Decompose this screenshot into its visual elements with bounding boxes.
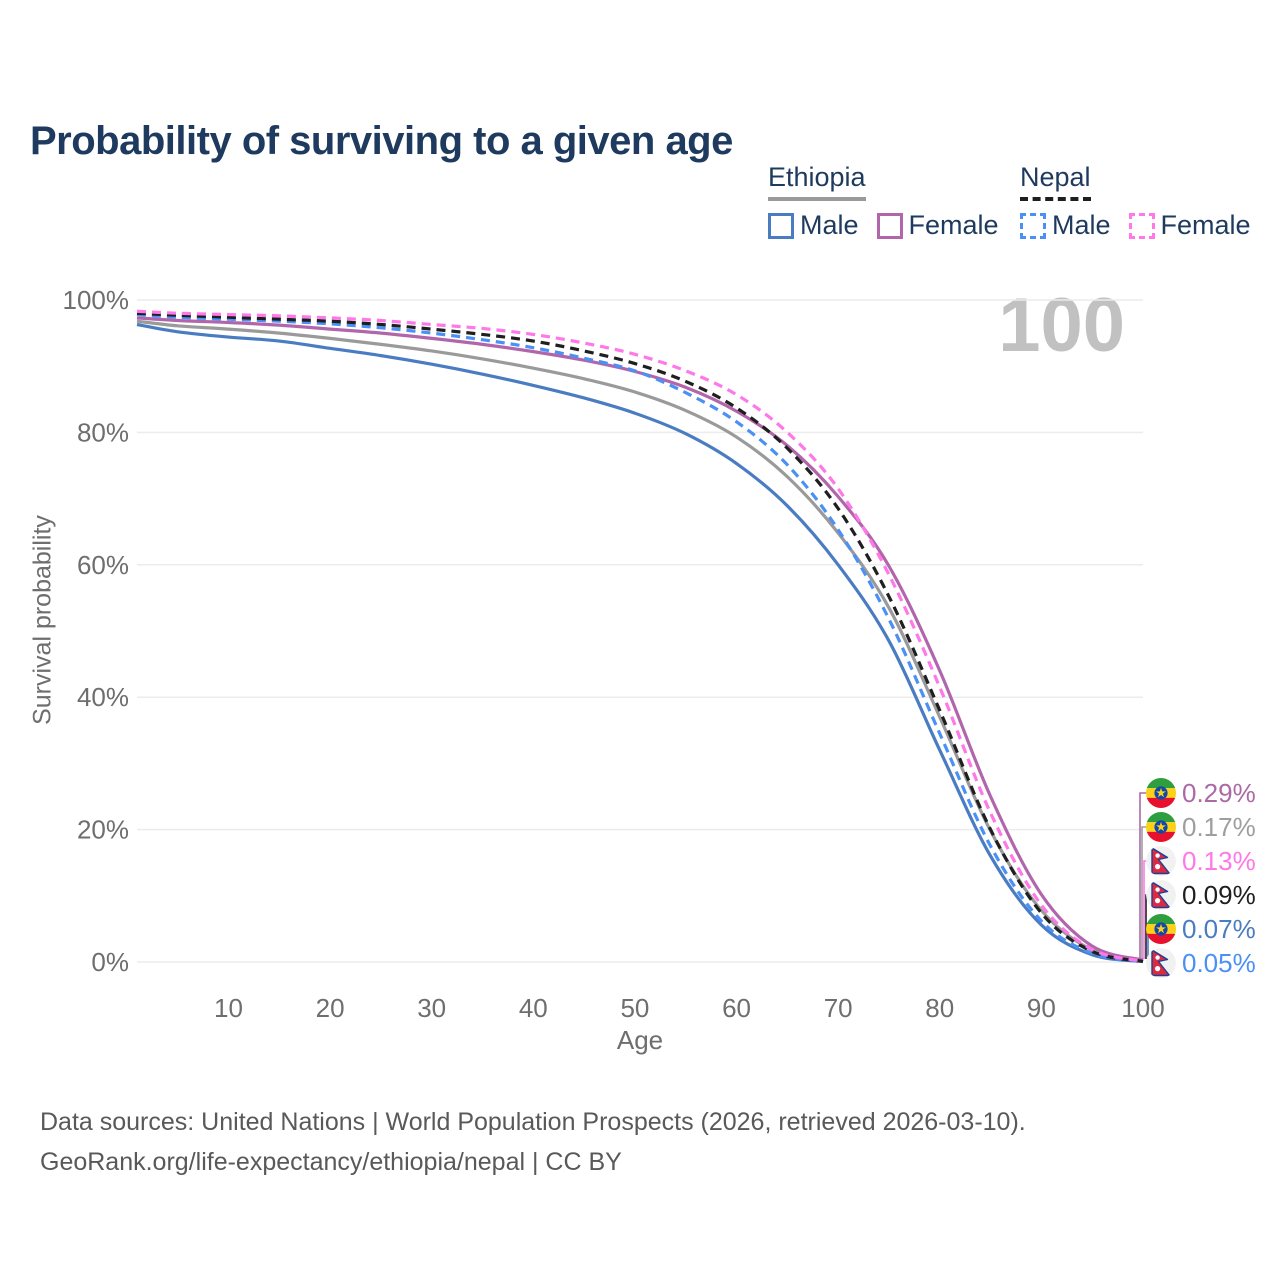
legend-item-ethiopia-male: Male (768, 210, 859, 241)
end-labels: 0.29% 0.17% 0.13% 0.09% 0.07% 0.05% (1146, 776, 1256, 980)
legend-group-nepal: Nepal Male Female (1020, 162, 1251, 241)
footer-source-line: Data sources: United Nations | World Pop… (40, 1108, 1026, 1136)
x-tick-label: 60 (722, 993, 751, 1023)
end-label-row-nepal_female: 0.13% (1146, 844, 1256, 878)
x-tick-label: 90 (1027, 993, 1056, 1023)
x-tick-labels: 10 20 30 40 50 60 70 80 90 100 (214, 993, 1165, 1023)
x-tick-label: 30 (417, 993, 446, 1023)
legend-group-ethiopia: Ethiopia Male Female (768, 162, 999, 241)
y-tick-label: 60% (77, 550, 129, 580)
series-line-ethiopia_female (136, 316, 1144, 962)
end-label-row-ethiopia_male: 0.07% (1146, 912, 1256, 946)
y-tick-label: 100% (63, 285, 130, 315)
legend-items-ethiopia: Male Female (768, 210, 999, 241)
nepal-flag-icon (1146, 846, 1176, 876)
page-title: Probability of surviving to a given age (30, 118, 733, 163)
series-line-nepal_male (136, 312, 1144, 964)
x-tick-label: 100 (1121, 993, 1164, 1023)
end-label-value: 0.13% (1182, 845, 1256, 876)
y-tick-label: 20% (77, 815, 129, 845)
legend-item-nepal-female: Female (1128, 210, 1251, 241)
nepal-flag-icon (1146, 880, 1176, 910)
x-tick-label: 20 (316, 993, 345, 1023)
series-curves (136, 309, 1144, 964)
gridlines (137, 299, 1143, 963)
legend-items-nepal: Male Female (1020, 210, 1251, 241)
legend-country-label-nepal: Nepal (1020, 162, 1091, 201)
legend-item-ethiopia-female: Female (876, 210, 999, 241)
end-label-value: 0.29% (1182, 777, 1256, 808)
end-label-value: 0.07% (1182, 913, 1256, 944)
y-tick-label: 0% (91, 947, 129, 977)
end-label-value: 0.09% (1182, 879, 1256, 910)
end-label-row-ethiopia_female: 0.29% (1146, 776, 1256, 810)
series-line-nepal_female (136, 309, 1144, 963)
end-label-row-ethiopia_all: 0.17% (1146, 810, 1256, 844)
end-label-row-nepal_male: 0.05% (1146, 946, 1256, 980)
x-tick-label: 10 (214, 993, 243, 1023)
y-tick-label: 40% (77, 682, 129, 712)
series-line-nepal_all (136, 311, 1144, 963)
ethiopia-male-swatch-icon (768, 212, 794, 239)
legend-item-nepal-male: Male (1020, 210, 1111, 241)
x-tick-label: 80 (925, 993, 954, 1023)
legend-country-label-ethiopia: Ethiopia (768, 162, 866, 201)
series-line-ethiopia_all (136, 319, 1144, 963)
ethiopia-flag-icon (1146, 778, 1176, 808)
y-tick-labels: 0% 20% 40% 60% 80% 100% (63, 285, 130, 977)
x-axis-title: Age (617, 1025, 663, 1055)
nepal-flag-icon (1146, 948, 1176, 978)
end-label-row-nepal_all: 0.09% (1146, 878, 1256, 912)
legend-item-label: Female (1160, 210, 1251, 240)
footer-link-line: GeoRank.org/life-expectancy/ethiopia/nep… (40, 1148, 622, 1176)
ethiopia-female-swatch-icon (876, 212, 903, 239)
x-tick-label: 40 (519, 993, 548, 1023)
series-line-ethiopia_male (136, 322, 1144, 964)
legend-item-label: Female (908, 210, 999, 240)
y-tick-label: 80% (77, 417, 129, 447)
nepal-male-swatch-icon (1020, 212, 1046, 239)
x-tick-label: 70 (824, 993, 853, 1023)
ethiopia-flag-icon (1146, 914, 1176, 944)
legend-item-label: Male (1052, 210, 1111, 240)
end-label-value: 0.17% (1182, 811, 1256, 842)
x-tick-label: 50 (620, 993, 649, 1023)
legend-item-label: Male (800, 210, 859, 240)
end-label-value: 0.05% (1182, 947, 1256, 978)
ethiopia-flag-icon (1146, 812, 1176, 842)
nepal-female-swatch-icon (1128, 212, 1155, 239)
